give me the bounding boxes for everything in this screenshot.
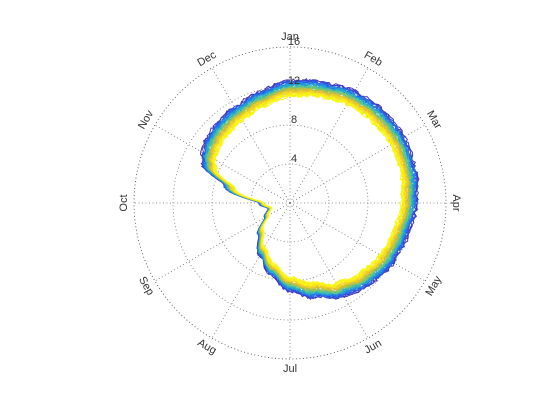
month-label-mar: Mar	[424, 109, 444, 132]
month-label-feb: Feb	[362, 49, 384, 69]
grid-spoke-nov	[154, 124, 291, 204]
r-tick-label-8: 8	[291, 114, 297, 126]
series-line	[200, 78, 420, 300]
r-tick-label-16: 16	[288, 36, 300, 48]
r-tick-label-4: 4	[291, 153, 297, 165]
grid-spoke-jun	[289, 202, 369, 339]
month-label-jan: Jan	[281, 31, 299, 43]
grid-spoke-may	[289, 202, 426, 282]
month-label-aug: Aug	[195, 337, 218, 357]
series-line	[213, 92, 405, 288]
month-label-dec: Dec	[195, 49, 218, 69]
grid-spoke-dec	[211, 67, 291, 204]
month-label-sep: Sep	[136, 275, 156, 298]
month-label-jun: Jun	[362, 337, 383, 356]
grid-spoke-sep	[154, 202, 291, 282]
month-label-oct: Oct	[118, 194, 130, 211]
grid-spoke-aug	[211, 202, 291, 339]
month-label-jul: Jul	[283, 363, 297, 375]
month-label-apr: Apr	[450, 194, 462, 211]
series-line	[207, 86, 412, 293]
month-label-nov: Nov	[136, 108, 156, 131]
series-lines	[200, 78, 420, 300]
series-line	[211, 92, 406, 287]
r-tick-label-12: 12	[288, 75, 300, 87]
grid-circle-16	[133, 46, 447, 360]
